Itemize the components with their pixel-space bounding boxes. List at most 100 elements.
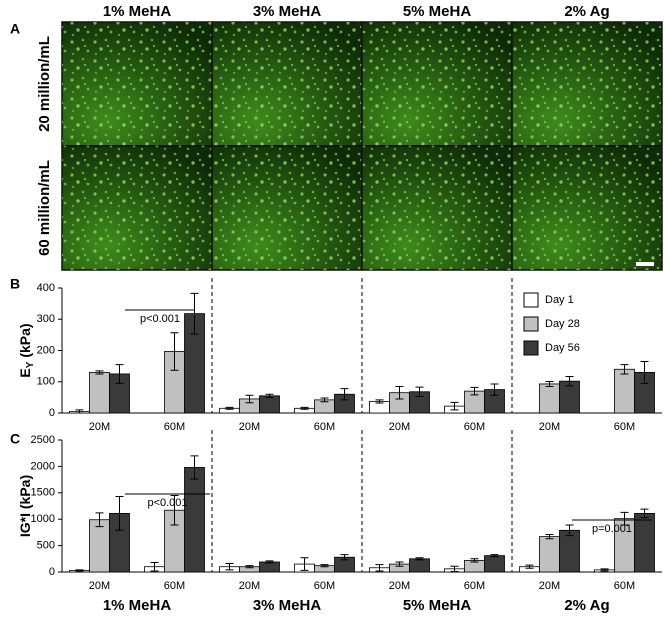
error-bar xyxy=(470,558,479,563)
error-bar xyxy=(265,393,274,398)
y-tick-label: 2500 xyxy=(31,434,55,446)
error-bar xyxy=(115,364,124,384)
error-bar xyxy=(320,397,329,403)
bar xyxy=(184,467,205,573)
x-tick-label: 20M xyxy=(239,580,260,592)
error-bar xyxy=(470,386,479,396)
error-bar xyxy=(300,406,309,410)
error-bar xyxy=(600,568,609,572)
error-bar xyxy=(620,511,629,526)
micrograph-cells xyxy=(212,22,362,146)
error-bar xyxy=(545,380,554,387)
x-tick-label: 60M xyxy=(164,421,185,433)
x-tick-label: 20M xyxy=(89,580,110,592)
micrograph-cells xyxy=(212,146,362,270)
error-bar xyxy=(95,370,104,375)
y-axis-label: EY (kPa) xyxy=(17,323,36,377)
scale-bar xyxy=(636,262,654,266)
x-tick-label: 60M xyxy=(464,421,485,433)
x-tick-label: 20M xyxy=(389,421,410,433)
error-bar xyxy=(245,565,254,569)
bar xyxy=(634,512,655,573)
error-bar xyxy=(490,383,499,396)
legend-swatch xyxy=(523,340,539,356)
y-tick-label: 500 xyxy=(37,540,55,552)
micrograph-cells xyxy=(512,146,662,270)
error-bar xyxy=(415,386,424,397)
panel-letter: B xyxy=(10,276,20,292)
x-tick-label: 60M xyxy=(164,580,185,592)
error-bar xyxy=(320,564,329,568)
y-tick-label: 1000 xyxy=(31,513,55,525)
error-bar xyxy=(620,364,629,375)
row-header: 20 million/mL xyxy=(36,36,53,132)
panel-letter: A xyxy=(10,21,20,37)
legend-label: Day 56 xyxy=(545,342,580,354)
x-tick-label: 60M xyxy=(314,580,335,592)
error-bar xyxy=(340,554,349,561)
error-bar xyxy=(75,569,84,572)
error-bar xyxy=(375,564,384,572)
group-label: 1% MeHA xyxy=(103,597,172,614)
x-tick-label: 60M xyxy=(464,580,485,592)
group-label: 3% MeHA xyxy=(253,597,322,614)
group-label: 5% MeHA xyxy=(403,597,472,614)
bar xyxy=(614,368,635,414)
error-bar xyxy=(395,385,404,400)
legend-swatch xyxy=(523,292,539,308)
micrograph-cells xyxy=(512,22,662,146)
x-tick-label: 20M xyxy=(389,580,410,592)
y-label-main: E xyxy=(17,368,33,377)
y-tick-label: 300 xyxy=(37,313,55,325)
error-bar xyxy=(450,401,459,411)
group-label: 2% Ag xyxy=(564,597,609,614)
y-label-unit: (kPa) xyxy=(17,475,33,513)
y-tick-label: 200 xyxy=(37,344,55,356)
error-bar xyxy=(150,561,159,572)
x-tick-label: 60M xyxy=(314,421,335,433)
y-tick-label: 2000 xyxy=(31,460,55,472)
x-tick-label: 60M xyxy=(614,421,635,433)
error-bar xyxy=(565,375,574,387)
error-bar xyxy=(415,557,424,561)
error-bar xyxy=(170,332,179,371)
error-bar xyxy=(340,388,349,401)
y-tick-label: 0 xyxy=(49,407,55,419)
error-bar xyxy=(300,557,309,571)
row-header: 60 million/mL xyxy=(36,160,53,256)
error-bar xyxy=(95,512,104,528)
column-header: 1% MeHA xyxy=(103,3,172,20)
x-tick-label: 60M xyxy=(614,580,635,592)
legend-label: Day 28 xyxy=(545,318,580,330)
error-bar xyxy=(190,292,199,335)
y-label-sub: Y xyxy=(25,361,36,368)
bar xyxy=(259,395,280,414)
x-tick-label: 20M xyxy=(89,421,110,433)
error-bar xyxy=(170,494,179,526)
bar xyxy=(559,529,580,573)
error-bar xyxy=(565,524,574,537)
bar xyxy=(409,558,430,573)
panel-letter: C xyxy=(10,431,20,447)
y-label-main: IG*I xyxy=(17,513,33,537)
y-tick-label: 1500 xyxy=(31,487,55,499)
error-bar xyxy=(450,565,459,572)
error-bar xyxy=(225,406,234,410)
column-header: 3% MeHA xyxy=(253,3,322,20)
error-bar xyxy=(75,409,84,414)
error-bar xyxy=(395,561,404,567)
micrograph-cells xyxy=(362,22,512,146)
micrograph-cells xyxy=(62,146,212,270)
error-bar xyxy=(525,564,534,569)
bar xyxy=(89,371,110,414)
error-bar xyxy=(490,554,499,558)
bar xyxy=(484,555,505,573)
error-bar xyxy=(375,399,384,404)
error-bar xyxy=(190,455,199,480)
significance-label: p=0.001 xyxy=(592,523,632,535)
x-tick-label: 20M xyxy=(239,421,260,433)
significance-label: p<0.001 xyxy=(147,497,187,509)
y-tick-label: 0 xyxy=(49,566,55,578)
error-bar xyxy=(640,508,649,519)
